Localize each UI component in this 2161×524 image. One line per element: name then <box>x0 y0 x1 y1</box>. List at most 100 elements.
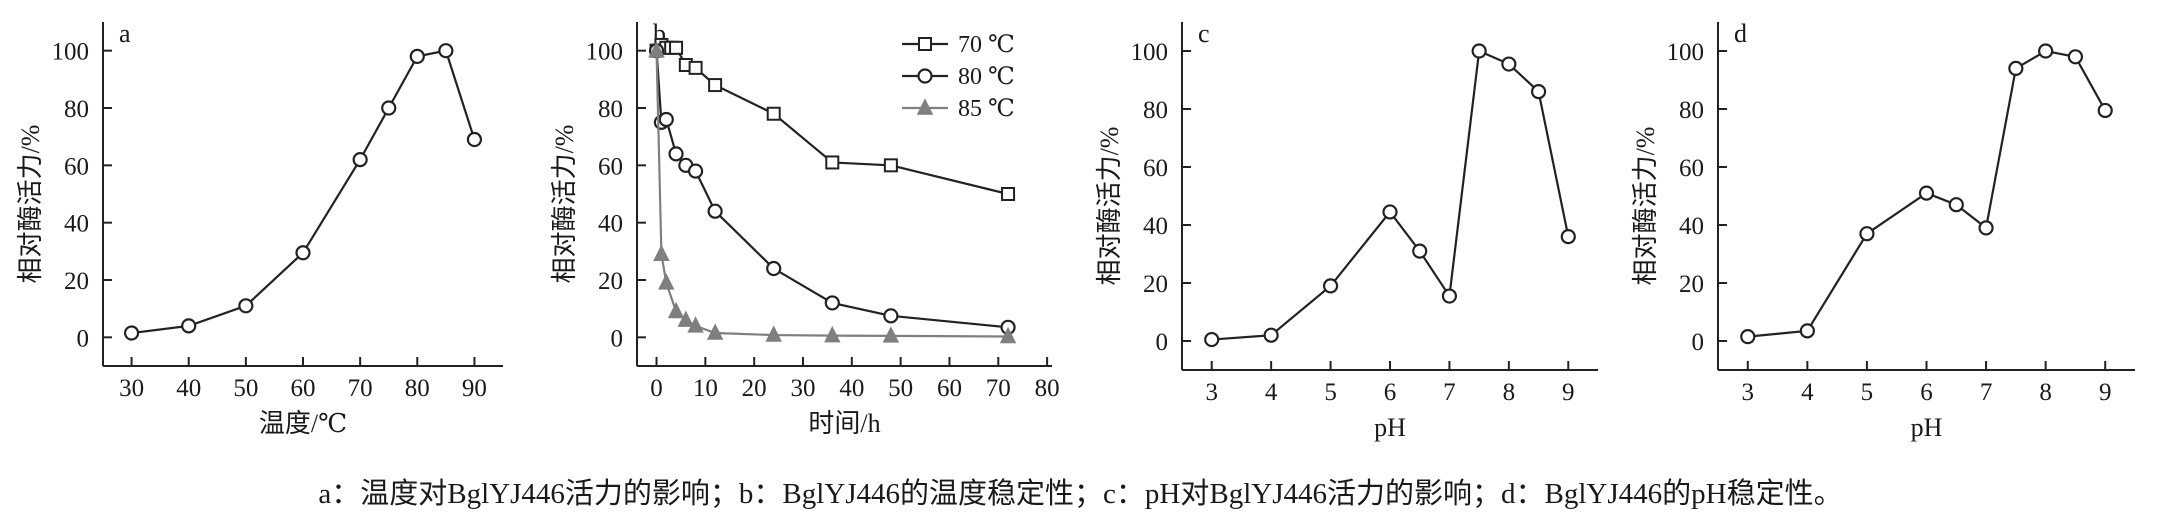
data-point <box>648 40 665 58</box>
x-tick-label: 3 <box>1205 379 1218 406</box>
data-point <box>707 203 723 219</box>
data-point <box>1412 243 1428 259</box>
y-tick-label: 80 <box>64 96 89 123</box>
x-tick-label: 4 <box>1265 379 1278 406</box>
y-tick-label: 40 <box>64 211 89 238</box>
data-point <box>295 245 311 261</box>
y-tick-label: 60 <box>64 153 89 180</box>
panel-label: a <box>119 19 131 48</box>
data-point <box>352 152 368 168</box>
legend-marker <box>916 98 934 115</box>
y-tick-label: 40 <box>598 211 623 238</box>
series-line <box>655 43 1009 196</box>
legend-marker <box>917 68 933 84</box>
data-point <box>883 308 899 324</box>
x-tick-label: 80 <box>1035 375 1060 402</box>
series-0 <box>1204 43 1576 348</box>
data-point <box>824 295 840 311</box>
series-line <box>655 50 1009 338</box>
data-point <box>883 158 898 173</box>
data-point <box>667 301 685 319</box>
y-tick-label: 0 <box>1156 329 1169 356</box>
y-axis-title: 相对酶活力/% <box>1095 127 1124 286</box>
series-line <box>131 49 476 335</box>
x-tick-label: 5 <box>1861 379 1874 406</box>
chart-panel-d: 0 20 40 60 80 100 3 4 5 6 7 8 9 pH 相对酶活力/% d <box>1631 19 2135 442</box>
data-point <box>123 325 140 341</box>
y-tick-label: 20 <box>1143 271 1168 298</box>
y-tick-label: 20 <box>64 268 89 295</box>
series-0 <box>1740 43 2113 345</box>
data-point <box>1471 43 1487 59</box>
data-point <box>1001 187 1016 201</box>
data-point <box>766 260 782 277</box>
data-point <box>2097 102 2113 119</box>
y-tick-label: 20 <box>1679 271 1704 298</box>
chart-panel-b: 0 20 40 60 80 100 0 10 20 30 40 50 60 70 80 时间/h 相对酶活力/%… <box>550 19 1060 438</box>
y-tick-label: 60 <box>598 153 623 180</box>
panel-label: c <box>1198 19 1210 48</box>
data-point <box>1382 204 1398 220</box>
x-tick-label: 10 <box>693 375 718 402</box>
chart-panel-a: 0 20 40 60 80 100 30 40 50 60 70 80 90 温度/℃ 相对酶活力/% a <box>16 19 503 438</box>
data-point <box>658 111 674 128</box>
x-tick-label: 5 <box>1324 379 1337 406</box>
x-tick-label: 9 <box>1562 379 1575 406</box>
data-point <box>2008 60 2024 77</box>
chart-panel-c: 0 20 40 60 80 100 3 4 5 6 7 8 9 pH 相对酶活力/% c <box>1095 19 1598 442</box>
y-tick-label: 60 <box>1679 155 1704 182</box>
x-tick-label: 80 <box>405 375 430 402</box>
y-tick-label: 100 <box>586 39 624 66</box>
series-85 ℃ <box>648 40 1017 344</box>
data-point <box>2067 49 2084 65</box>
y-tick-label: 40 <box>1143 213 1168 240</box>
data-point <box>688 60 703 75</box>
legend-label: 85 ℃ <box>958 96 1015 122</box>
x-tick-label: 60 <box>291 375 316 402</box>
y-tick-label: 0 <box>611 325 624 352</box>
data-point <box>824 325 841 343</box>
x-tick-label: 50 <box>888 375 913 402</box>
data-point <box>765 325 782 342</box>
data-point <box>466 131 483 148</box>
data-point <box>1204 331 1220 348</box>
data-point <box>1322 278 1339 294</box>
x-axis-title: pH <box>1374 413 1406 442</box>
data-point <box>1918 185 1935 201</box>
data-point <box>706 323 724 340</box>
figure-caption: a：温度对BglYJ446活力的影响；b：BglYJ446的温度稳定性；c：pH… <box>318 478 1843 510</box>
data-point <box>669 40 684 55</box>
x-tick-label: 6 <box>1384 379 1397 406</box>
data-point <box>1799 323 1815 339</box>
y-tick-label: 80 <box>1143 97 1168 124</box>
y-tick-label: 100 <box>1131 39 1169 66</box>
data-point <box>2038 43 2054 59</box>
data-point <box>181 318 197 334</box>
data-point <box>1948 197 1964 213</box>
x-tick-label: 3 <box>1742 379 1755 406</box>
series-line <box>1747 49 2107 338</box>
panel-label: d <box>1734 19 1747 48</box>
x-axis-title: pH <box>1911 413 1943 442</box>
series-line <box>1211 49 1570 341</box>
data-point <box>1441 288 1458 304</box>
data-point <box>1501 56 1517 72</box>
data-point <box>999 326 1017 344</box>
x-tick-label: 60 <box>937 375 962 402</box>
data-point <box>653 244 670 261</box>
y-tick-label: 60 <box>1143 155 1168 182</box>
x-tick-label: 7 <box>1443 379 1456 406</box>
y-tick-label: 20 <box>598 268 623 295</box>
data-point <box>882 326 900 343</box>
x-tick-label: 4 <box>1801 379 1814 406</box>
x-tick-label: 90 <box>462 375 487 402</box>
data-point <box>658 273 675 290</box>
data-point <box>1978 220 1994 236</box>
legend-marker <box>918 37 932 51</box>
data-point <box>409 48 425 65</box>
x-axis-title: 时间/h <box>808 409 880 438</box>
x-tick-label: 40 <box>839 375 864 402</box>
series-line <box>655 50 1009 329</box>
data-point <box>677 310 695 327</box>
